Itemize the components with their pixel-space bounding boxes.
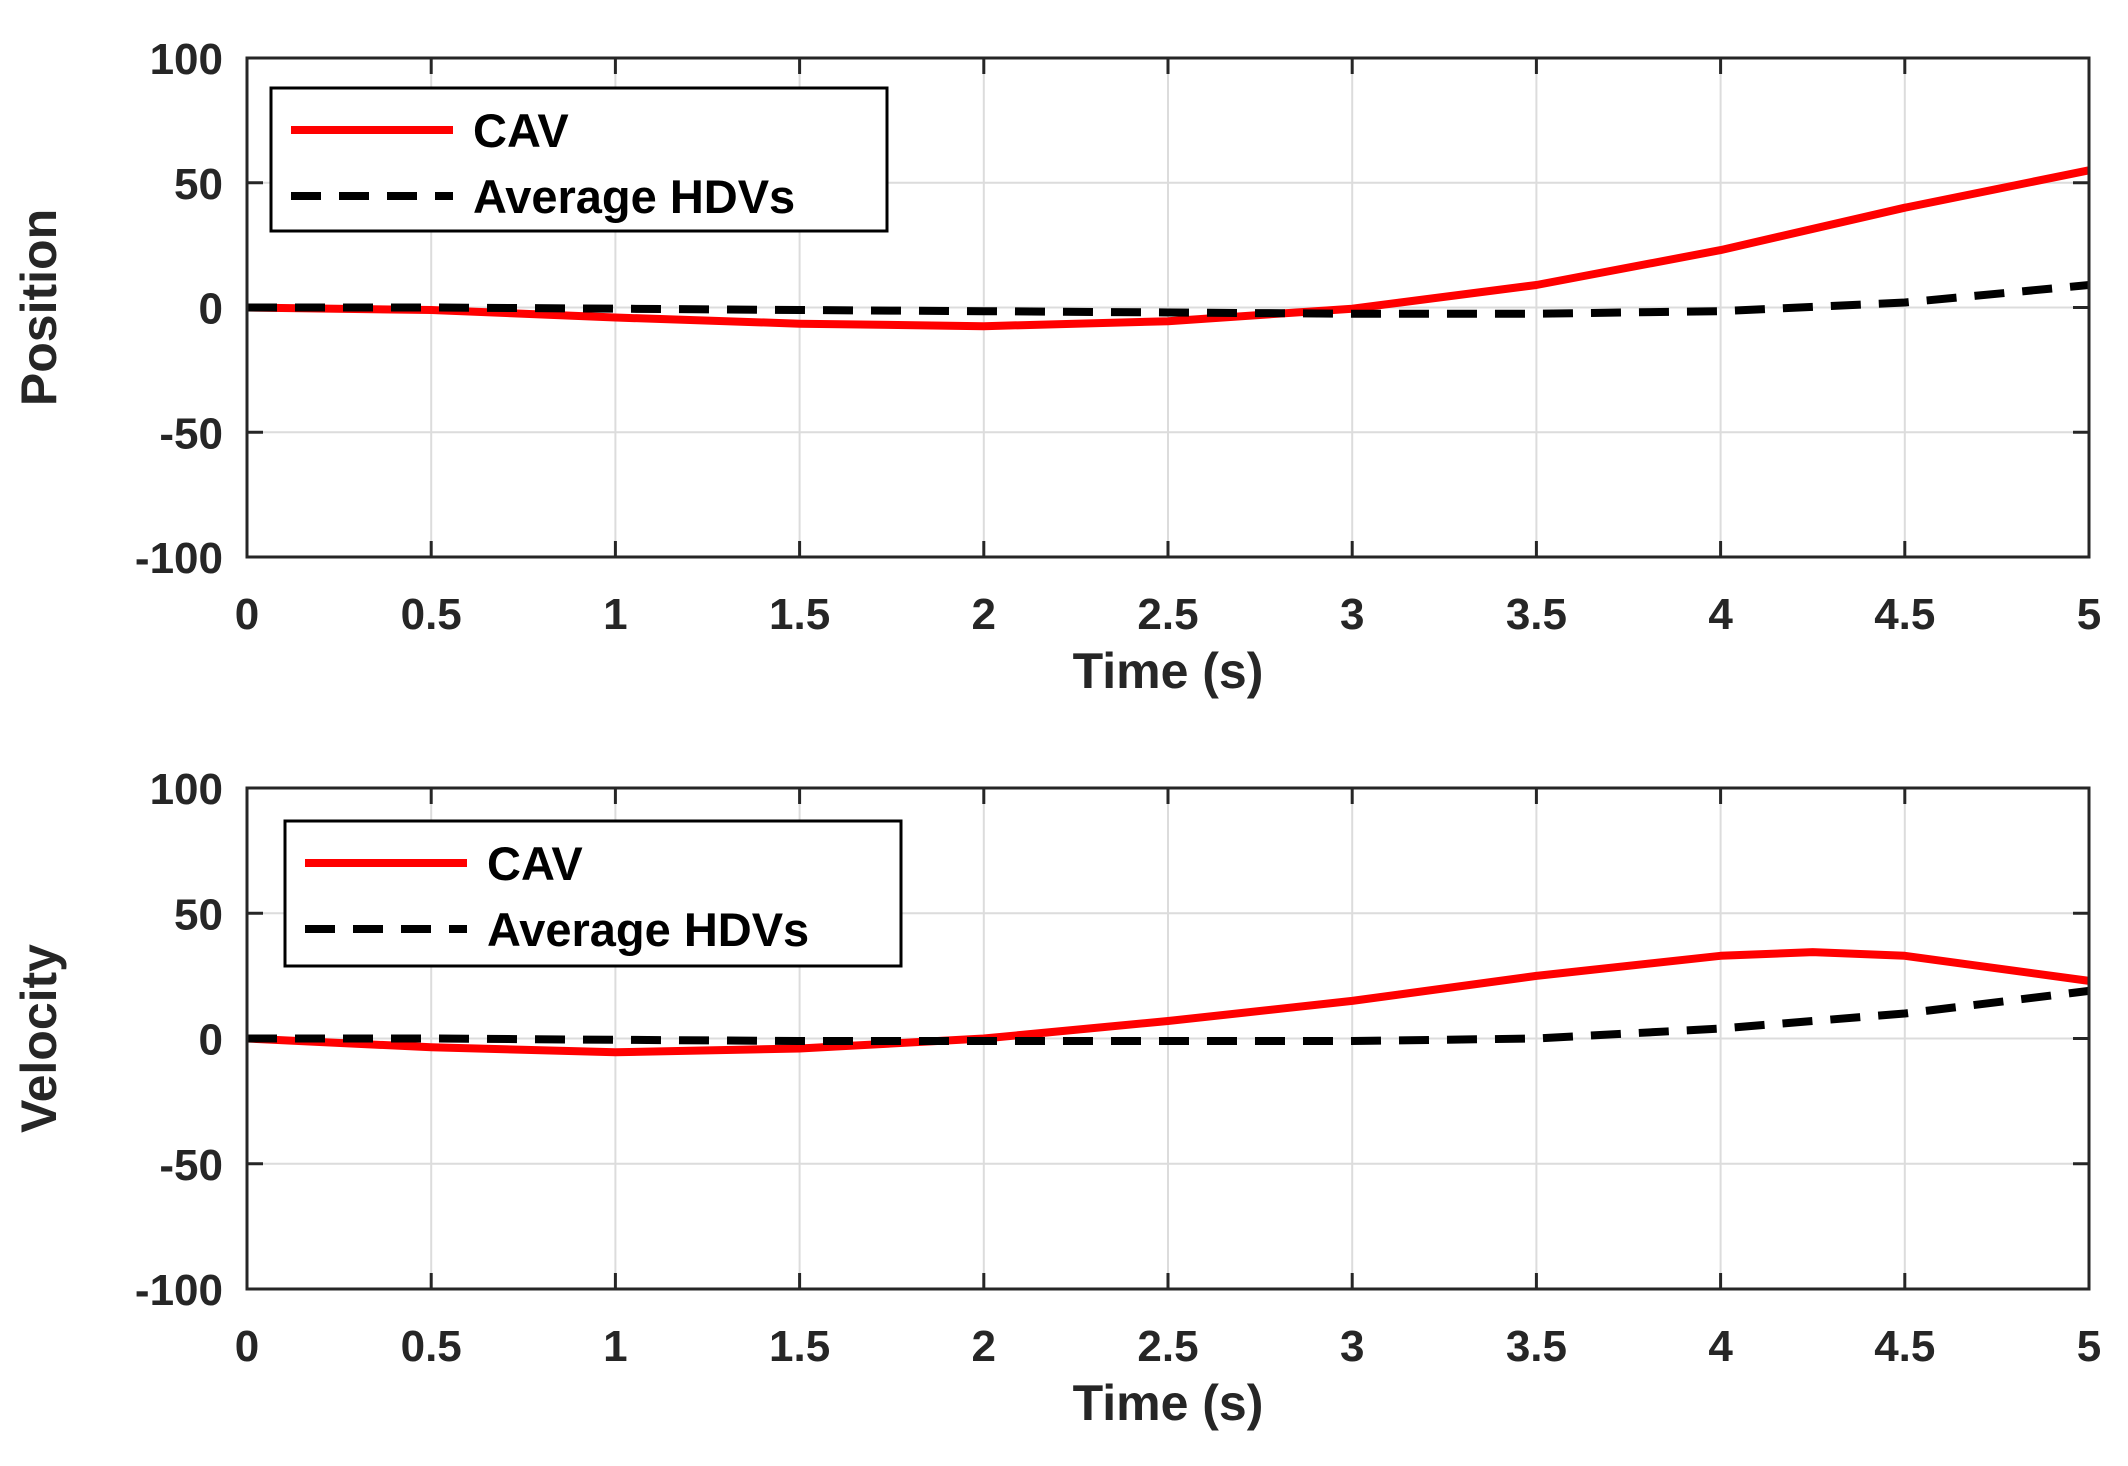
y-axis-label: Velocity [11,944,67,1133]
y-tick-label: 50 [174,890,223,939]
x-tick-label: 2 [972,1322,996,1371]
y-axis-label: Position [11,209,67,406]
x-tick-label: 1.5 [769,1322,830,1371]
chart-panel-1: 0 0.5 1 1.5 2 2.5 3 3.5 4 4.5 5 100 50 0 -50 -100 Time (… [11,35,2101,699]
x-tick-label: 4 [1708,590,1733,639]
legend-label-cav: CAV [487,837,583,890]
x-tick-label: 4.5 [1874,590,1935,639]
legend-box [269,86,889,233]
series-line-cav [246,166,2090,331]
x-tick-label: 1.5 [769,590,830,639]
x-axis-label: Time (s) [1073,1375,1264,1431]
series-line-average-hdvs [247,281,2090,318]
legend-label-average-hdvs: Average HDVs [473,170,795,223]
x-tick-label: 3 [1340,1322,1364,1371]
x-tick-label: 3.5 [1506,1322,1567,1371]
legend-box [283,819,903,968]
legend: CAV Average HDVs [269,86,889,233]
axes-box [245,56,2091,559]
x-tick-label: 4.5 [1874,1322,1935,1371]
y-tick-label: 50 [174,160,223,209]
y-tick-label: -50 [159,409,223,458]
x-tick-label: 0 [235,1322,259,1371]
chart-panel-2: 0 0.5 1 1.5 2 2.5 3 3.5 4 4.5 5 100 50 0 -50 -100 Time (… [11,765,2101,1431]
y-tick-label: 0 [199,1016,223,1065]
x-tick-label: 0.5 [401,590,462,639]
x-tick-label: 3.5 [1506,590,1567,639]
x-tick-label: 2.5 [1137,1322,1198,1371]
x-tick-label: 5 [2077,1322,2101,1371]
x-tick-label: 4 [1708,1322,1733,1371]
legend-label-cav: CAV [473,104,569,157]
series-line-cav [246,948,2090,1057]
legend: CAV Average HDVs [283,819,903,968]
y-tick-label: -50 [159,1141,223,1190]
x-tick-label: 2.5 [1137,590,1198,639]
x-tick-label: 1 [603,1322,627,1371]
x-tick-label: 1 [603,590,627,639]
y-tick-label: -100 [135,534,223,583]
axes-box [245,786,2091,1291]
y-tick-label: 0 [199,285,223,334]
x-tick-label: 3 [1340,590,1364,639]
x-tick-label: 0.5 [401,1322,462,1371]
x-tick-label: 2 [972,590,996,639]
y-tick-label: 100 [150,35,223,84]
y-tick-label: -100 [135,1266,223,1315]
x-tick-label: 0 [235,590,259,639]
x-axis-label: Time (s) [1073,643,1264,699]
x-tick-label: 5 [2077,590,2101,639]
legend-label-average-hdvs: Average HDVs [487,903,809,956]
y-tick-label: 100 [150,765,223,814]
series-line-average-hdvs [247,986,2090,1045]
